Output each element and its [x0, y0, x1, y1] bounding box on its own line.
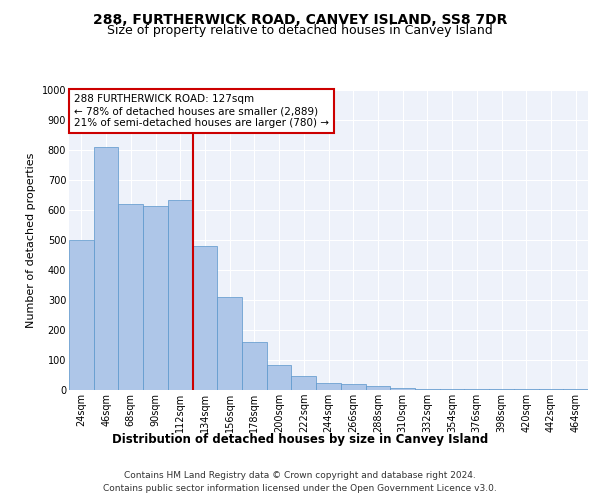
Text: Size of property relative to detached houses in Canvey Island: Size of property relative to detached ho… [107, 24, 493, 37]
Bar [242, 342, 267, 390]
Y-axis label: Number of detached properties: Number of detached properties [26, 152, 36, 328]
Bar [415, 388, 440, 390]
Bar [539, 389, 563, 390]
Bar [440, 389, 464, 390]
Bar [143, 206, 168, 390]
Bar [316, 384, 341, 390]
Text: Distribution of detached houses by size in Canvey Island: Distribution of detached houses by size … [112, 432, 488, 446]
Text: Contains HM Land Registry data © Crown copyright and database right 2024.: Contains HM Land Registry data © Crown c… [124, 471, 476, 480]
Bar [341, 384, 365, 390]
Bar [267, 366, 292, 390]
Bar [365, 386, 390, 390]
Bar [118, 204, 143, 390]
Bar [390, 388, 415, 390]
Bar [168, 200, 193, 390]
Text: Contains public sector information licensed under the Open Government Licence v3: Contains public sector information licen… [103, 484, 497, 493]
Bar [69, 240, 94, 390]
Bar [464, 389, 489, 390]
Text: 288, FURTHERWICK ROAD, CANVEY ISLAND, SS8 7DR: 288, FURTHERWICK ROAD, CANVEY ISLAND, SS… [93, 12, 507, 26]
Bar [514, 389, 539, 390]
Bar [563, 389, 588, 390]
Bar [217, 297, 242, 390]
Bar [193, 246, 217, 390]
Bar [94, 147, 118, 390]
Text: 288 FURTHERWICK ROAD: 127sqm
← 78% of detached houses are smaller (2,889)
21% of: 288 FURTHERWICK ROAD: 127sqm ← 78% of de… [74, 94, 329, 128]
Bar [489, 389, 514, 390]
Bar [292, 376, 316, 390]
